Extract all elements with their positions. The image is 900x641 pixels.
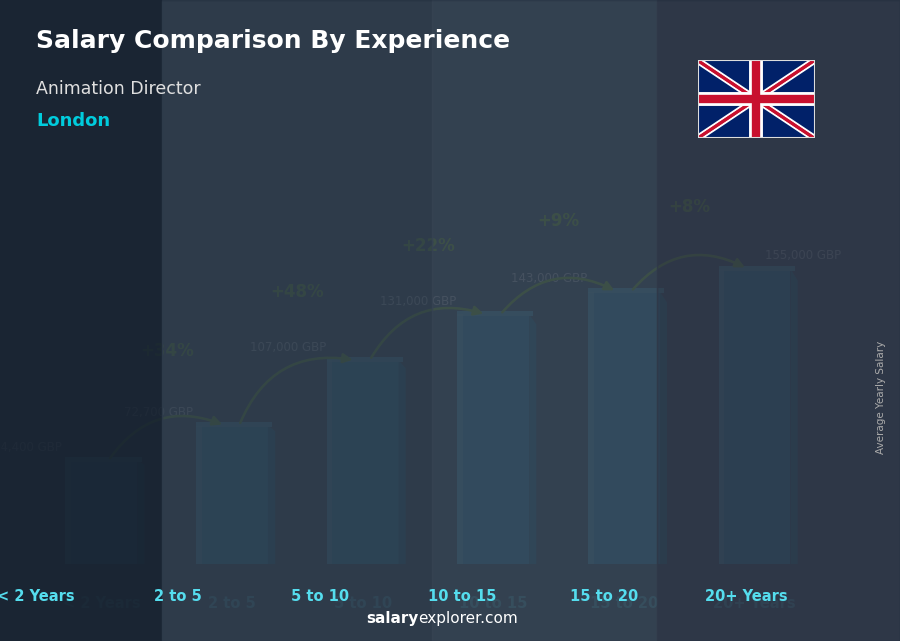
Bar <box>0 0 162 641</box>
Bar <box>66 460 71 564</box>
Text: 2 to 5: 2 to 5 <box>154 588 202 604</box>
Text: < 2 Years: < 2 Years <box>0 588 75 604</box>
Text: < 2 Years: < 2 Years <box>62 596 140 611</box>
Bar <box>718 269 724 564</box>
Bar <box>327 360 399 564</box>
Bar <box>588 292 660 564</box>
Bar <box>162 0 432 641</box>
Bar <box>457 315 529 564</box>
Text: 143,000 GBP: 143,000 GBP <box>511 272 588 285</box>
Text: Animation Director: Animation Director <box>36 80 201 98</box>
Text: 107,000 GBP: 107,000 GBP <box>250 341 326 354</box>
Polygon shape <box>529 315 536 564</box>
Bar <box>457 312 534 317</box>
Bar <box>457 315 464 564</box>
Text: +48%: +48% <box>271 283 324 301</box>
Text: 72,700 GBP: 72,700 GBP <box>124 406 193 419</box>
Text: 2 to 5: 2 to 5 <box>208 596 256 611</box>
Bar <box>66 460 137 564</box>
Bar <box>327 357 403 362</box>
Bar <box>657 0 900 641</box>
Text: +8%: +8% <box>668 198 710 216</box>
Text: 15 to 20: 15 to 20 <box>571 588 638 604</box>
Bar <box>588 292 594 564</box>
Polygon shape <box>790 269 797 564</box>
Bar <box>196 426 268 564</box>
Text: Average Yearly Salary: Average Yearly Salary <box>877 341 886 454</box>
Bar <box>196 422 272 428</box>
Polygon shape <box>268 426 275 564</box>
Text: explorer.com: explorer.com <box>418 611 518 626</box>
Text: +22%: +22% <box>401 237 454 254</box>
Text: 20+ Years: 20+ Years <box>713 596 796 611</box>
Polygon shape <box>660 292 667 564</box>
Text: 5 to 10: 5 to 10 <box>291 588 349 604</box>
Bar <box>718 269 790 564</box>
Bar <box>327 360 332 564</box>
Text: 54,400 GBP: 54,400 GBP <box>0 441 62 454</box>
Polygon shape <box>399 360 406 564</box>
Text: salary: salary <box>366 611 418 626</box>
Text: 10 to 15: 10 to 15 <box>459 596 527 611</box>
Text: London: London <box>36 112 110 130</box>
Text: 155,000 GBP: 155,000 GBP <box>765 249 842 262</box>
Text: 20+ Years: 20+ Years <box>706 588 788 604</box>
Bar <box>718 265 795 271</box>
Text: +34%: +34% <box>140 342 194 360</box>
Polygon shape <box>137 460 144 564</box>
Text: 10 to 15: 10 to 15 <box>428 588 497 604</box>
Text: Salary Comparison By Experience: Salary Comparison By Experience <box>36 29 510 53</box>
Bar <box>66 457 141 462</box>
Text: 15 to 20: 15 to 20 <box>590 596 658 611</box>
Text: +9%: +9% <box>537 212 580 229</box>
Bar <box>196 426 202 564</box>
Text: 131,000 GBP: 131,000 GBP <box>381 295 456 308</box>
Text: 5 to 10: 5 to 10 <box>334 596 392 611</box>
Bar <box>588 288 664 294</box>
Bar <box>432 0 657 641</box>
